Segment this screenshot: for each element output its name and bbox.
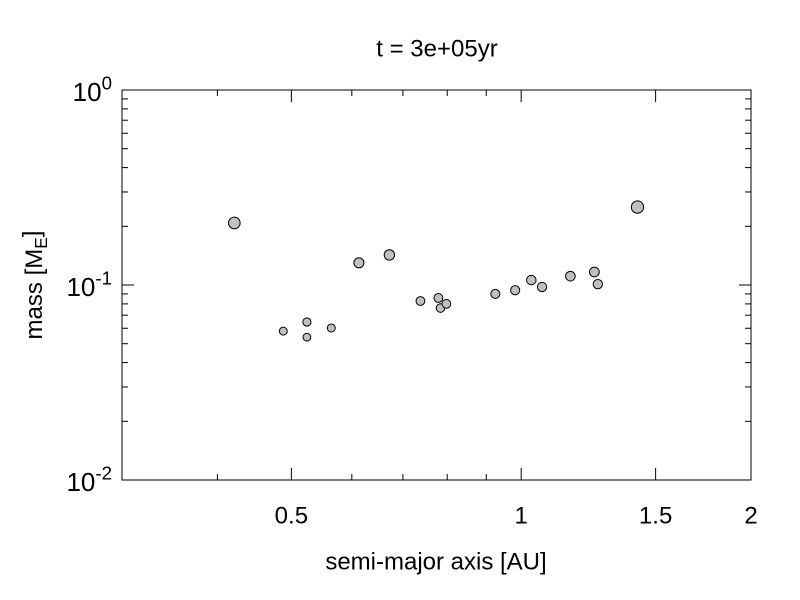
- point: [441, 299, 452, 309]
- point: [353, 257, 365, 269]
- point: [565, 270, 576, 282]
- y-tick-label: 10-2: [66, 463, 112, 497]
- point: [326, 323, 336, 333]
- point: [588, 266, 600, 278]
- point: [302, 317, 312, 327]
- chart-title: t = 3e+05yr: [376, 35, 497, 62]
- point: [510, 285, 521, 296]
- x-tick-label: 0.5: [275, 502, 308, 529]
- point: [433, 293, 444, 303]
- x-axis-label: semi-major axis [AU]: [325, 548, 546, 575]
- x-tick-label: 1: [515, 502, 528, 529]
- point: [536, 281, 548, 293]
- point: [302, 332, 312, 342]
- point: [490, 288, 501, 299]
- point: [228, 216, 241, 230]
- point: [592, 278, 603, 290]
- y-axis-label: mass [ME]: [19, 231, 51, 340]
- point: [278, 326, 288, 336]
- x-tick-label: 1.5: [639, 502, 672, 529]
- y-tick-label: 100: [73, 73, 112, 107]
- point: [630, 200, 645, 214]
- point: [415, 296, 426, 306]
- point: [526, 274, 537, 286]
- x-tick-label: 2: [744, 502, 757, 529]
- point: [383, 249, 396, 261]
- y-tick-label: 10-1: [66, 268, 112, 302]
